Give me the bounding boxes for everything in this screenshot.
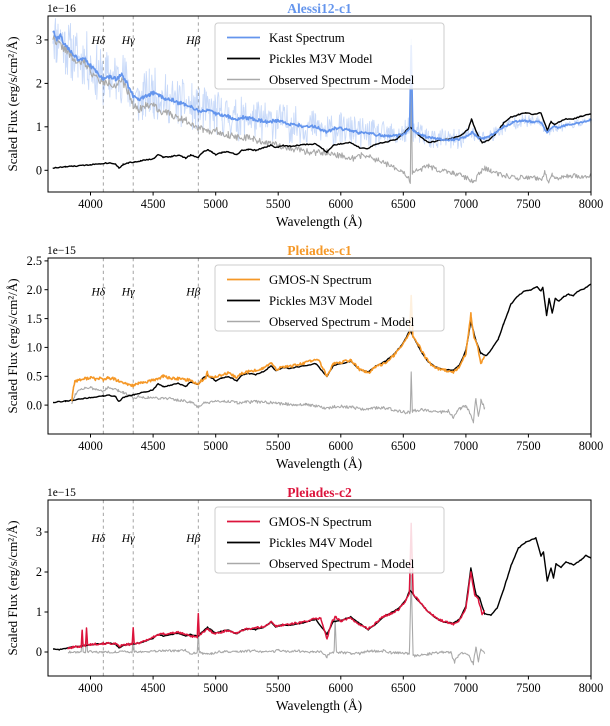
plot-area-alessi12-c1: Hδ Hγ Hβ 4000 4500 5000 5500 6000 6500 7000 7500 80… (36, 15, 604, 211)
series-gmos-n-spectrum (71, 294, 486, 402)
x-axis-label: Wavelength (Å) (275, 698, 363, 713)
x-tick-label: 4500 (141, 681, 166, 695)
series-residual (67, 574, 486, 666)
balmer-label-h-beta: Hβ (185, 287, 200, 299)
y-tick-label: 0.5 (27, 370, 42, 384)
balmer-label-h-gamma: Hγ (121, 533, 135, 545)
series-gmos-n-spectrum (67, 522, 486, 650)
x-tick-label: 6000 (329, 197, 354, 211)
y-axis-offset-label: 1e−15 (47, 245, 76, 257)
x-tick-label: 5500 (266, 439, 291, 453)
x-tick-label: 5500 (266, 681, 291, 695)
y-tick-label: 2 (36, 565, 42, 579)
x-tick-label: 6500 (391, 439, 416, 453)
plot-title: Alessi12-c1 (287, 1, 352, 16)
y-tick-label: 2 (36, 77, 42, 91)
balmer-label-h-gamma: Hγ (121, 287, 135, 299)
y-tick-label: 0 (36, 645, 42, 659)
legend-label-0: Kast Spectrum (269, 31, 345, 45)
legend-label-1: Pickles M3V Model (269, 52, 373, 66)
axes-frame (47, 15, 592, 193)
legend-label-2: Observed Spectrum - Model (269, 315, 415, 329)
x-tick-label: 6000 (329, 439, 354, 453)
series-kast-spectrum (52, 30, 592, 142)
x-tick-label: 8000 (579, 439, 604, 453)
y-tick-label: 1.0 (27, 341, 42, 355)
x-tick-label: 7500 (516, 197, 541, 211)
x-tick-label: 5500 (266, 197, 291, 211)
x-tick-label: 4500 (141, 197, 166, 211)
x-tick-label: 7000 (454, 197, 479, 211)
plot-area-pleiades-c1: Hδ Hγ Hβ 4000 4500 5000 5500 6000 6500 7000 7500 80… (27, 254, 604, 453)
legend-label-1: Pickles M3V Model (269, 294, 373, 308)
x-tick-label: 8000 (579, 197, 604, 211)
balmer-label-h-delta: Hδ (90, 287, 105, 299)
x-tick-label: 6500 (391, 681, 416, 695)
legend-label-0: GMOS-N Spectrum (269, 273, 372, 287)
y-axis-label: Scaled Flux (erg/s/cm²/Å) (5, 278, 20, 414)
x-tick-label: 6500 (391, 197, 416, 211)
y-tick-label: 3 (36, 525, 42, 539)
x-tick-label: 7000 (454, 681, 479, 695)
balmer-label-h-gamma: Hγ (121, 35, 135, 47)
x-tick-label: 4000 (78, 197, 103, 211)
series-residual (52, 35, 592, 184)
x-tick-label: 8000 (579, 681, 604, 695)
y-tick-label: 2.0 (27, 283, 42, 297)
x-tick-label: 5000 (203, 197, 228, 211)
balmer-label-h-beta: Hβ (185, 35, 200, 47)
axes-frame (47, 257, 592, 435)
y-axis-offset-label: 1e−16 (47, 3, 76, 15)
x-tick-label: 7000 (454, 439, 479, 453)
y-axis-label: Scaled Flux (erg/s/cm²/Å) (5, 36, 20, 172)
legend-box (214, 506, 445, 574)
y-tick-label: 0.0 (27, 398, 42, 412)
plot-title: Pleiades-c2 (287, 485, 352, 500)
plot-area-pleiades-c2: Hδ Hγ Hβ 4000 4500 5000 5500 6000 6500 7000 7500 80… (36, 499, 604, 695)
x-tick-label: 7500 (516, 439, 541, 453)
x-tick-label: 4000 (78, 681, 103, 695)
subplot-pleiades-c1: Hδ Hγ Hβ 4000 4500 5000 5500 6000 6500 7000 7500 80… (0, 242, 610, 484)
series-pickles-m3v-model (52, 112, 592, 169)
x-axis-label: Wavelength (Å) (275, 456, 363, 471)
y-tick-label: 1 (36, 120, 42, 134)
legend-label-0: GMOS-N Spectrum (269, 515, 372, 529)
legend-label-1: Pickles M4V Model (269, 536, 373, 550)
y-tick-label: 3 (36, 33, 42, 47)
y-axis-offset-label: 1e−15 (47, 487, 76, 499)
plot-title: Pleiades-c1 (287, 243, 352, 258)
x-tick-label: 7500 (516, 681, 541, 695)
y-tick-label: 0 (36, 164, 42, 178)
balmer-label-h-beta: Hβ (185, 533, 200, 545)
series-residual (71, 371, 486, 424)
subplot-alessi12-c1: Hδ Hγ Hβ 4000 4500 5000 5500 6000 6500 7000 7500 80… (0, 0, 610, 242)
legend-box (214, 22, 445, 90)
y-tick-label: 2.5 (27, 254, 42, 268)
legend-box (214, 264, 445, 332)
x-tick-label: 6000 (329, 681, 354, 695)
balmer-label-h-delta: Hδ (90, 533, 105, 545)
y-tick-label: 1.5 (27, 312, 42, 326)
y-tick-label: 1 (36, 605, 42, 619)
balmer-label-h-delta: Hδ (90, 35, 105, 47)
axes-frame (47, 499, 592, 677)
subplot-pleiades-c2: Hδ Hγ Hβ 4000 4500 5000 5500 6000 6500 7000 7500 80… (0, 484, 610, 726)
x-tick-label: 4500 (141, 439, 166, 453)
x-tick-label: 5000 (203, 681, 228, 695)
series-kast-raw-band (52, 18, 592, 150)
y-axis-label: Scaled Flux (erg/s/cm²/Å) (5, 520, 20, 656)
x-axis-label: Wavelength (Å) (275, 214, 363, 229)
legend-label-2: Observed Spectrum - Model (269, 73, 415, 87)
x-tick-label: 5000 (203, 439, 228, 453)
legend-label-2: Observed Spectrum - Model (269, 557, 415, 571)
x-tick-label: 4000 (78, 439, 103, 453)
